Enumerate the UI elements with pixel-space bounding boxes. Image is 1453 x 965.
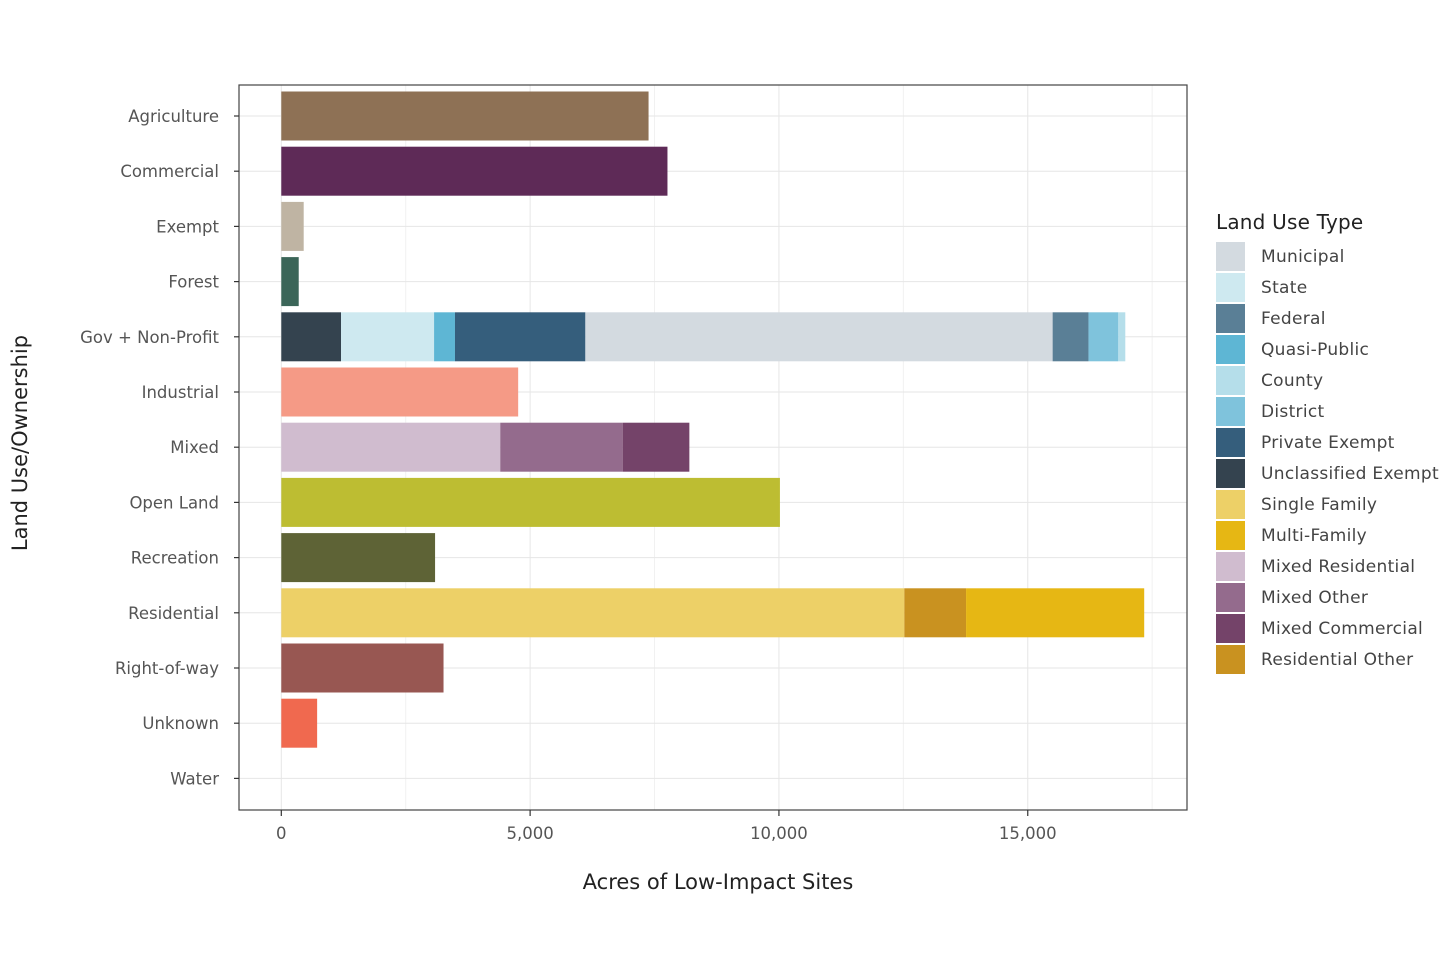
legend-items: Municipal State Federal Quasi-Public County D… (1216, 241, 1453, 675)
y-tick-label: Residential (128, 604, 219, 623)
legend-swatch (1216, 428, 1245, 457)
legend-swatch (1216, 490, 1245, 519)
legend-swatch (1216, 304, 1245, 333)
legend-label: Mixed Commercial (1261, 618, 1424, 639)
legend-item: Mixed Residential (1216, 551, 1453, 582)
bar-segment (281, 367, 519, 417)
legend-label: Mixed Residential (1261, 556, 1416, 577)
legend-label: Private Exempt (1261, 432, 1395, 453)
bar-segment (454, 312, 586, 362)
bar-segment (904, 588, 967, 638)
legend-label: County (1261, 370, 1324, 391)
legend-item: Federal (1216, 303, 1453, 334)
legend-swatch (1216, 552, 1245, 581)
legend-label: Municipal (1261, 246, 1345, 267)
legend-label: Mixed Other (1261, 587, 1369, 608)
bar-segment (281, 533, 436, 583)
legend-swatch (1216, 273, 1245, 302)
y-tick-label: Commercial (120, 162, 219, 181)
legend-item: Single Family (1216, 489, 1453, 520)
legend-label: Residential Other (1261, 649, 1414, 670)
legend-label: Multi-Family (1261, 525, 1367, 546)
y-tick-label: Recreation (131, 549, 219, 568)
x-tick-label: 15,000 (999, 824, 1057, 843)
legend-label: Unclassified Exempt (1261, 463, 1439, 484)
legend-item: Municipal (1216, 241, 1453, 272)
legend-swatch (1216, 614, 1245, 643)
bar-segment (1052, 312, 1089, 362)
y-axis-title: Land Use/Ownership (8, 335, 32, 551)
legend-swatch (1216, 645, 1245, 674)
bar-segment (500, 422, 623, 472)
legend-swatch (1216, 583, 1245, 612)
legend-label: Quasi-Public (1261, 339, 1370, 360)
bar-segment (622, 422, 690, 472)
y-tick-label: Open Land (129, 493, 219, 512)
bar-segment (281, 422, 501, 472)
legend-item: Residential Other (1216, 644, 1453, 675)
x-axis-ticks: 0 5,000 10,000 15,000 (276, 810, 1057, 843)
legend-item: Private Exempt (1216, 427, 1453, 458)
bar-segment (281, 146, 668, 196)
bar-segment (585, 312, 1053, 362)
bar-segment (1088, 312, 1119, 362)
y-tick-label: Mixed (170, 438, 219, 457)
legend-swatch (1216, 242, 1245, 271)
bar-segment (281, 91, 649, 141)
legend-item: Mixed Other (1216, 582, 1453, 613)
legend-label: District (1261, 401, 1325, 422)
y-axis-ticks: Agriculture Commercial Exempt Forest Gov + N… (80, 107, 239, 788)
bar-segment (966, 588, 1145, 638)
bar-segment (1118, 312, 1126, 362)
legend-label: Single Family (1261, 494, 1378, 515)
legend-label: Federal (1261, 308, 1326, 329)
bar-segment (281, 257, 299, 307)
bar-segment (281, 201, 304, 251)
x-axis-title: Acres of Low-Impact Sites (583, 870, 854, 894)
bar-segment (434, 312, 455, 362)
legend-item: Unclassified Exempt (1216, 458, 1453, 489)
legend-swatch (1216, 335, 1245, 364)
legend-item: State (1216, 272, 1453, 303)
x-tick-label: 5,000 (506, 824, 553, 843)
bar-segment (281, 698, 318, 748)
legend-label: State (1261, 277, 1308, 298)
bars (281, 91, 1145, 748)
legend-swatch (1216, 366, 1245, 395)
bar-segment (281, 588, 905, 638)
y-tick-label: Right-of-way (115, 659, 219, 678)
y-tick-label: Water (170, 769, 219, 788)
bar-segment (341, 312, 435, 362)
y-tick-label: Agriculture (128, 107, 219, 126)
legend-swatch (1216, 459, 1245, 488)
legend-item: Multi-Family (1216, 520, 1453, 551)
legend-item: Mixed Commercial (1216, 613, 1453, 644)
x-tick-label: 0 (276, 824, 287, 843)
x-tick-label: 10,000 (750, 824, 808, 843)
legend-title: Land Use Type (1216, 210, 1364, 234)
legend-item: District (1216, 396, 1453, 427)
y-tick-label: Unknown (142, 714, 219, 733)
bar-segment (281, 312, 342, 362)
legend-item: County (1216, 365, 1453, 396)
legend-swatch (1216, 521, 1245, 550)
bar-segment (281, 643, 444, 693)
y-tick-label: Forest (168, 273, 219, 292)
y-tick-label: Industrial (142, 383, 219, 402)
legend-item: Quasi-Public (1216, 334, 1453, 365)
legend: Land Use Type Municipal State Federal Quasi… (1216, 210, 1453, 675)
y-tick-label: Gov + Non-Profit (80, 328, 219, 347)
y-tick-label: Exempt (156, 217, 219, 236)
bar-segment (281, 477, 780, 527)
legend-swatch (1216, 397, 1245, 426)
